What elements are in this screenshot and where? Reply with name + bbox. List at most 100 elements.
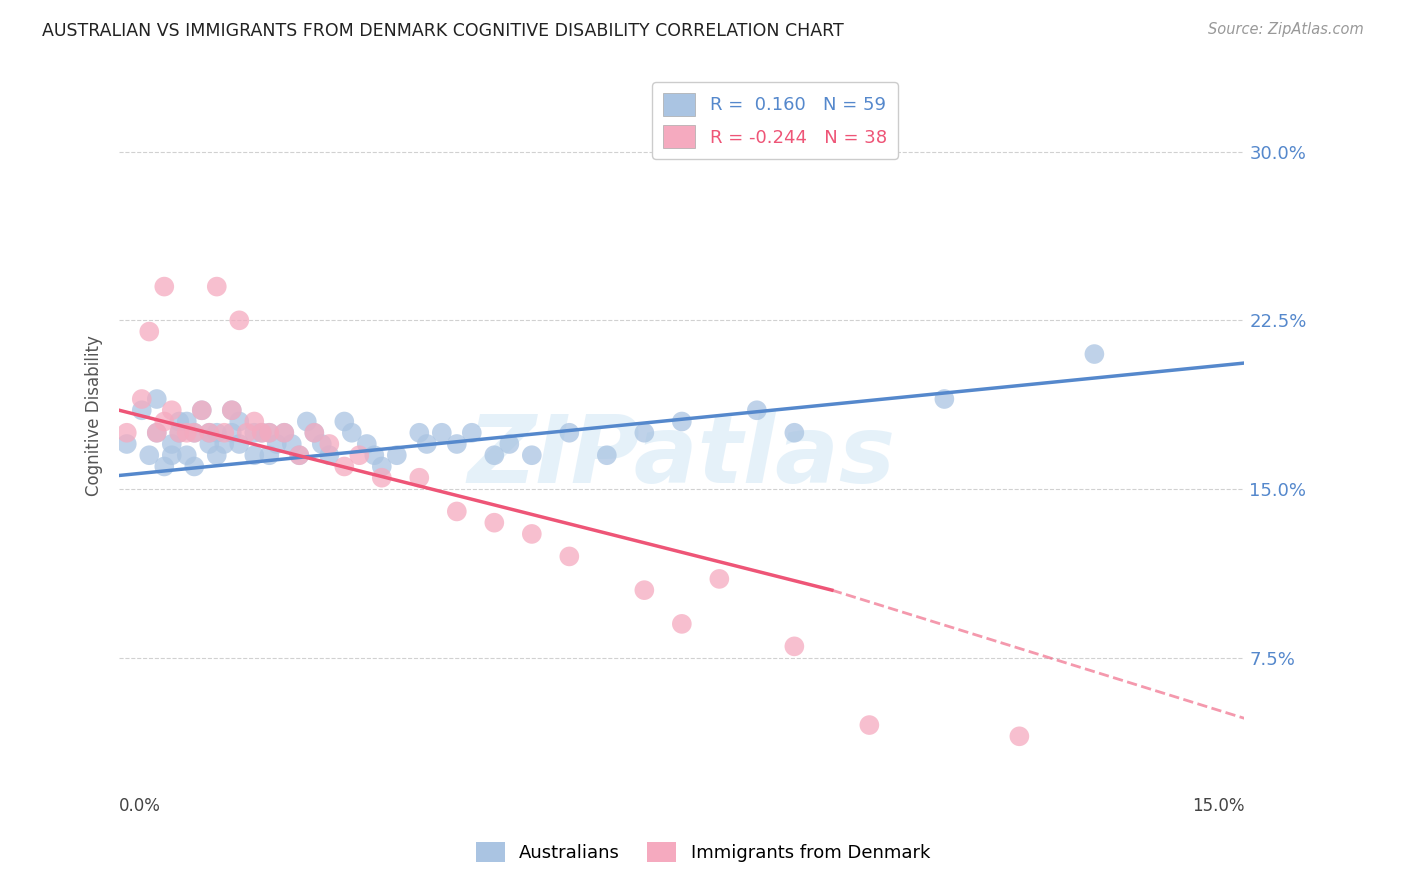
Point (340, 425, 363, 440)
Point (273, 425, 295, 440)
Point (558, 425, 581, 440)
Point (259, 425, 281, 440)
Point (304, 425, 326, 440)
Point (221, 425, 243, 440)
Point (633, 583, 655, 598)
Point (169, 425, 191, 440)
Point (416, 437, 439, 451)
Point (191, 403, 214, 417)
Point (484, 448, 506, 462)
Point (228, 415, 250, 429)
Point (318, 437, 340, 451)
Point (138, 325, 160, 339)
Point (318, 448, 340, 462)
Point (131, 392, 153, 406)
Point (671, 415, 693, 429)
Point (243, 448, 266, 462)
Point (169, 415, 191, 429)
Point (671, 616, 693, 631)
Point (273, 425, 295, 440)
Point (176, 448, 198, 462)
Point (1083, 347, 1105, 361)
Point (408, 425, 430, 440)
Point (371, 459, 394, 474)
Point (333, 459, 356, 474)
Point (214, 437, 236, 451)
Point (183, 425, 205, 440)
Point (745, 403, 768, 417)
Legend: Australians, Immigrants from Denmark: Australians, Immigrants from Denmark (468, 834, 938, 870)
Point (266, 437, 288, 451)
Point (205, 425, 228, 440)
Point (160, 403, 183, 417)
Point (633, 425, 655, 440)
Point (288, 448, 311, 462)
Point (146, 392, 169, 406)
Point (484, 516, 506, 530)
Point (183, 425, 205, 440)
Point (138, 448, 160, 462)
Point (558, 549, 581, 564)
Point (131, 403, 153, 417)
Point (596, 448, 619, 462)
Point (205, 279, 228, 293)
Point (115, 437, 138, 451)
Point (198, 437, 221, 451)
Point (281, 437, 304, 451)
Point (333, 415, 356, 429)
Point (228, 437, 250, 451)
Point (198, 425, 221, 440)
Point (176, 425, 198, 440)
Point (146, 425, 169, 440)
Point (520, 448, 543, 462)
Y-axis label: Cognitive Disability: Cognitive Disability (86, 335, 103, 496)
Point (363, 448, 385, 462)
Point (198, 425, 221, 440)
Point (498, 437, 520, 451)
Point (250, 425, 273, 440)
Text: ZIPatlas: ZIPatlas (468, 411, 896, 503)
Point (160, 437, 183, 451)
Point (228, 313, 250, 327)
Point (221, 403, 243, 417)
Point (214, 425, 236, 440)
Point (191, 403, 214, 417)
Point (858, 718, 880, 732)
Point (250, 425, 273, 440)
Point (169, 425, 191, 440)
Text: Source: ZipAtlas.com: Source: ZipAtlas.com (1208, 22, 1364, 37)
Point (304, 425, 326, 440)
Point (408, 471, 430, 485)
Point (243, 425, 266, 440)
Point (243, 415, 266, 429)
Point (356, 437, 378, 451)
Point (934, 392, 956, 406)
Point (146, 425, 169, 440)
Point (349, 448, 371, 462)
Legend: R =  0.160   N = 59, R = -0.244   N = 38: R = 0.160 N = 59, R = -0.244 N = 38 (652, 82, 898, 159)
Point (520, 527, 543, 541)
Point (446, 437, 468, 451)
Text: 0.0%: 0.0% (120, 797, 162, 814)
Point (153, 279, 176, 293)
Point (783, 640, 806, 654)
Point (115, 425, 138, 440)
Point (783, 425, 806, 440)
Point (709, 572, 731, 586)
Point (153, 415, 176, 429)
Point (461, 425, 484, 440)
Text: AUSTRALIAN VS IMMIGRANTS FROM DENMARK COGNITIVE DISABILITY CORRELATION CHART: AUSTRALIAN VS IMMIGRANTS FROM DENMARK CO… (42, 22, 844, 40)
Point (385, 448, 408, 462)
Point (259, 425, 281, 440)
Point (371, 471, 394, 485)
Point (183, 459, 205, 474)
Text: 15.0%: 15.0% (1192, 797, 1244, 814)
Point (446, 504, 468, 518)
Point (221, 403, 243, 417)
Point (153, 459, 176, 474)
Point (311, 437, 333, 451)
Point (236, 425, 259, 440)
Point (295, 415, 318, 429)
Point (205, 448, 228, 462)
Point (259, 448, 281, 462)
